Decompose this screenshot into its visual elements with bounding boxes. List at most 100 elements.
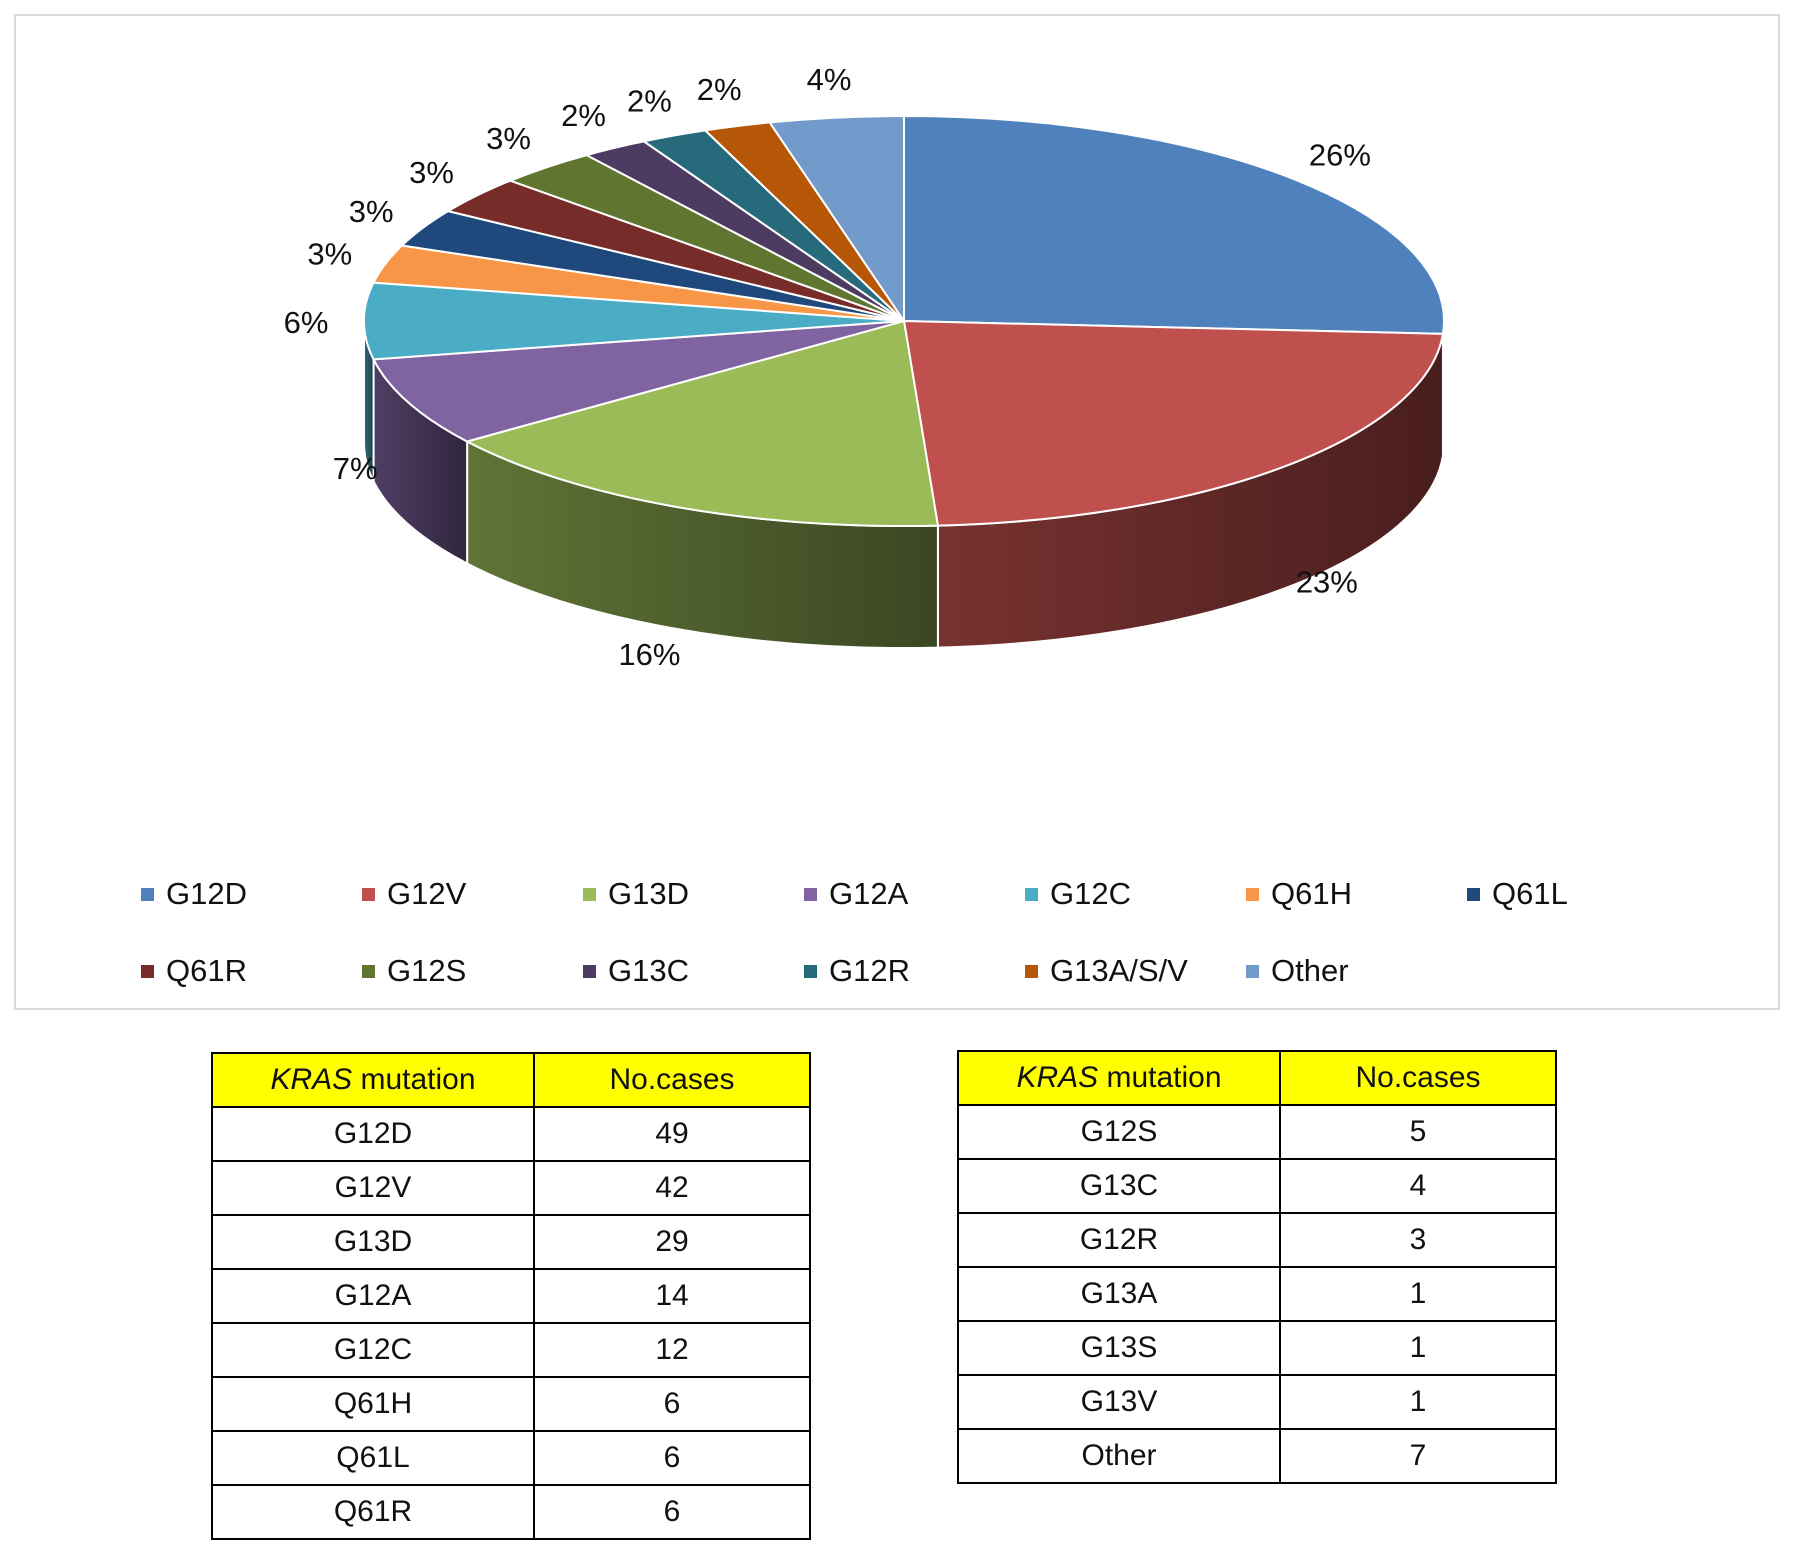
legend-swatch xyxy=(362,887,375,901)
table-row: G13C 4 xyxy=(957,1158,1557,1214)
legend-label: Q61H xyxy=(1271,876,1352,911)
mutation-cell: G12A xyxy=(211,1268,535,1324)
legend-item: G13A/S/V xyxy=(1025,953,1188,989)
legend-label: Other xyxy=(1271,953,1349,988)
pie-slice-g13d xyxy=(464,319,940,527)
data-label: 3% xyxy=(349,194,394,229)
pie-slice-g12c xyxy=(363,281,905,361)
legend-label: G12D xyxy=(166,876,247,911)
legend-swatch xyxy=(362,964,375,978)
data-label: 23% xyxy=(1296,565,1358,600)
mutation-cell: Q61L xyxy=(211,1430,535,1486)
table-row: G12D 49 xyxy=(211,1106,811,1162)
table-row: G12R 3 xyxy=(957,1212,1557,1268)
cases-cell: 12 xyxy=(533,1322,811,1378)
table-row: G12V 42 xyxy=(211,1160,811,1216)
header-mutation: KRAS mutation xyxy=(211,1052,535,1108)
cases-cell: 3 xyxy=(1279,1212,1557,1268)
pie-slice-g12v xyxy=(902,319,1445,527)
legend-item: G12V xyxy=(362,876,466,912)
mutation-cell: G12D xyxy=(211,1106,535,1162)
legend-label: G12V xyxy=(387,876,467,911)
legend-swatch xyxy=(141,964,154,978)
data-label: 7% xyxy=(333,451,378,486)
pie-slice-other xyxy=(767,114,905,325)
table-row: Q61H 6 xyxy=(211,1376,811,1432)
mutation-cell: G13C xyxy=(957,1158,1281,1214)
data-label: 2% xyxy=(561,98,606,133)
mutation-cell: G12C xyxy=(211,1322,535,1378)
table-row: Q61L 6 xyxy=(211,1430,811,1486)
pie-top xyxy=(363,114,1445,527)
data-label: 3% xyxy=(486,121,531,156)
legend-label: G12C xyxy=(1050,876,1131,911)
legend-swatch xyxy=(583,887,596,901)
chart-frame: 26% 23% 16% 7% 6% 3% 3% 3% 3% 2% 2% 2% 4% G12D G12V G1… xyxy=(14,14,1780,1010)
mutation-cell: G12R xyxy=(957,1212,1281,1268)
pie-chart: 26% 23% 16% 7% 6% 3% 3% 3% 3% 2% 2% 2% 4% xyxy=(284,62,1445,672)
data-label: 3% xyxy=(307,237,352,272)
legend-item: Q61R xyxy=(141,953,247,989)
legend-item: G13C xyxy=(583,953,689,989)
legend-label: G13C xyxy=(608,953,689,988)
table-header-row: KRAS mutation No.cases xyxy=(957,1050,1557,1106)
mutation-cell: G12V xyxy=(211,1160,535,1216)
pie-slice-g12d xyxy=(903,114,1445,335)
header-cases: No.cases xyxy=(1279,1050,1557,1106)
legend-swatch xyxy=(1246,964,1259,978)
legend-item: G12C xyxy=(1025,876,1131,912)
mutation-cell: G13D xyxy=(211,1214,535,1270)
mutation-cell: Q61H xyxy=(211,1376,535,1432)
mutation-cell: G13V xyxy=(957,1374,1281,1430)
cases-cell: 42 xyxy=(533,1160,811,1216)
cases-cell: 6 xyxy=(533,1376,811,1432)
legend-item: G12R xyxy=(804,953,910,989)
cases-cell: 6 xyxy=(533,1430,811,1486)
cases-cell: 29 xyxy=(533,1214,811,1270)
kras-table-right: KRAS mutation No.cases G12S 5 G13C 4 G12R 3 G1… xyxy=(957,1050,1557,1484)
table-row: G12A 14 xyxy=(211,1268,811,1324)
header-mutation: KRAS mutation xyxy=(957,1050,1281,1106)
legend-swatch xyxy=(1025,964,1038,978)
table-row: G13V 1 xyxy=(957,1374,1557,1430)
legend-label: G12A xyxy=(829,876,909,911)
cases-cell: 6 xyxy=(533,1484,811,1540)
legend-label: G13D xyxy=(608,876,689,911)
pie-side-walls xyxy=(363,320,1445,649)
legend-item: Q61L xyxy=(1467,876,1568,912)
cases-cell: 7 xyxy=(1279,1428,1557,1484)
table-row: Q61R 6 xyxy=(211,1484,811,1540)
data-label: 6% xyxy=(284,305,329,340)
legend-swatch xyxy=(804,964,817,978)
mutation-cell: G13A xyxy=(957,1266,1281,1322)
legend-swatch xyxy=(1467,887,1480,901)
legend-item: G13D xyxy=(583,876,689,912)
mutation-cell: G13S xyxy=(957,1320,1281,1376)
cases-cell: 5 xyxy=(1279,1104,1557,1160)
kras-table-left: KRAS mutation No.cases G12D 49 G12V 42 G13D 2… xyxy=(211,1052,811,1540)
data-label: 16% xyxy=(618,637,680,672)
pie-slice-g12a xyxy=(371,320,905,443)
legend-item: G12S xyxy=(362,953,466,989)
table-row: G12C 12 xyxy=(211,1322,811,1378)
legend-swatch xyxy=(1025,887,1038,901)
table-row: G13A 1 xyxy=(957,1266,1557,1322)
legend-label: G12R xyxy=(829,953,910,988)
data-label: 2% xyxy=(697,72,742,107)
data-label: 3% xyxy=(409,155,454,190)
data-label: 26% xyxy=(1309,137,1371,172)
cases-cell: 1 xyxy=(1279,1266,1557,1322)
legend-swatch xyxy=(141,887,154,901)
mutation-cell: Q61R xyxy=(211,1484,535,1540)
legend-swatch xyxy=(804,887,817,901)
cases-cell: 1 xyxy=(1279,1374,1557,1430)
data-label: 4% xyxy=(807,62,852,97)
cases-cell: 49 xyxy=(533,1106,811,1162)
legend-label: Q61R xyxy=(166,953,247,988)
cases-cell: 14 xyxy=(533,1268,811,1324)
table-row: G13S 1 xyxy=(957,1320,1557,1376)
data-labels: 26% 23% 16% 7% 6% 3% 3% 3% 3% 2% 2% 2% 4% xyxy=(284,62,1371,672)
table-header-row: KRAS mutation No.cases xyxy=(211,1052,811,1108)
legend-item: G12D xyxy=(141,876,247,912)
legend-item: Q61H xyxy=(1246,876,1352,912)
